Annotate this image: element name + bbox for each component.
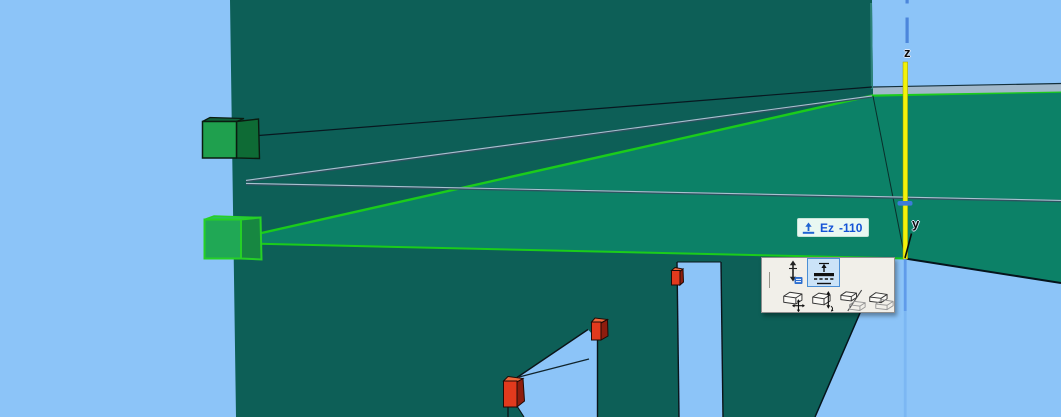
wall-opening-middle [516, 329, 598, 417]
slab-side-edge [872, 95, 906, 259]
xray-edge-line-lower [245, 182, 1061, 203]
opening-edge [516, 328, 589, 379]
column-hotspot-red[interactable] [502, 375, 526, 409]
palette-drag-handle[interactable] [769, 272, 771, 288]
palette-button-drag[interactable] [781, 288, 809, 313]
slab-selected-edge-bottom [245, 242, 906, 260]
slab-front-edge [904, 257, 1061, 284]
hotspot-cube-selected[interactable] [203, 215, 263, 261]
tracker-field-label: Ez [820, 220, 835, 235]
xray-edge-line-black [258, 86, 873, 137]
palette-button-move[interactable] [781, 259, 807, 287]
move-3d-icon [789, 260, 803, 284]
column-hotspot-red[interactable] [670, 266, 685, 287]
drag-3d-icon [783, 291, 805, 313]
hotspot-cube-upper[interactable] [201, 116, 261, 160]
palette-button-mirror[interactable] [839, 288, 867, 313]
palette-button-multiply[interactable] [867, 288, 895, 313]
wall-opening-right [677, 262, 723, 417]
y-axis [904, 233, 913, 259]
column-hotspot-red[interactable] [590, 317, 610, 341]
multiply-icon [869, 292, 894, 311]
palette-button-elevate[interactable] [807, 258, 840, 287]
tracker-elevation-input[interactable]: Ez -110 [797, 218, 869, 237]
z-axis-label: z [904, 45, 911, 60]
tracker-field-value[interactable]: -110 [839, 220, 863, 235]
elevate-icon [813, 262, 834, 284]
mirror-copy-icon [840, 289, 866, 312]
xray-edge-line-upper [245, 95, 873, 183]
column-guide-line [518, 358, 590, 378]
wall-corner-highlight [870, 2, 873, 90]
opening-edge [676, 261, 680, 417]
elevation-arrow-icon [802, 222, 815, 234]
elevate-element-icon [812, 290, 834, 312]
opening-edge [720, 261, 724, 417]
pet-palette [761, 257, 895, 313]
z-axis [897, 0, 913, 417]
y-axis-label: y [912, 216, 920, 231]
palette-button-elevate-element[interactable] [810, 288, 838, 313]
